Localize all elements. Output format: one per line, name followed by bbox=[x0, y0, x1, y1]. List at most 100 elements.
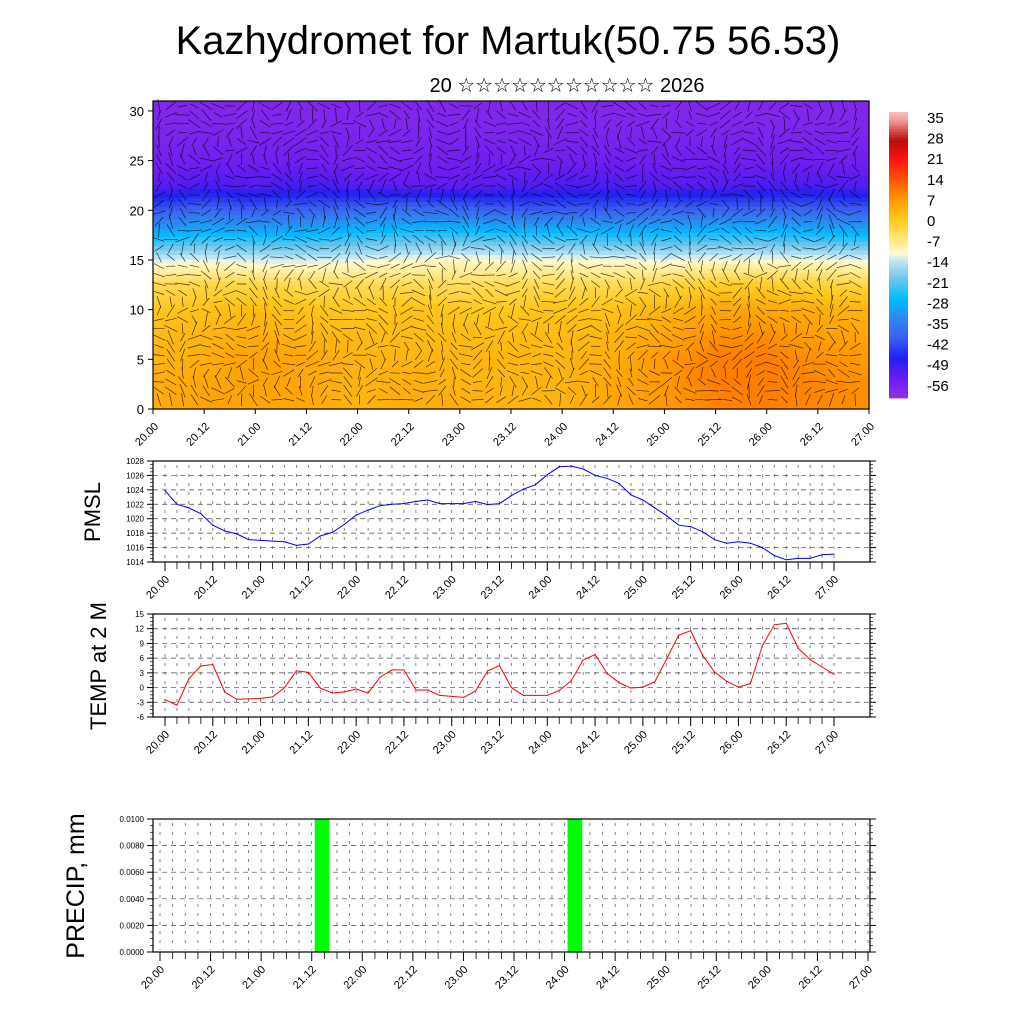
heatmap-cell bbox=[627, 268, 637, 274]
heatmap-cell bbox=[528, 277, 539, 282]
heatmap-cell bbox=[358, 206, 369, 212]
heatmap-cell bbox=[287, 118, 297, 124]
heatmap-cell bbox=[457, 193, 467, 199]
heatmap-cell bbox=[573, 356, 584, 362]
heatmap-cell bbox=[215, 351, 226, 357]
heatmap-cell bbox=[484, 303, 494, 309]
heatmap-cell bbox=[511, 189, 521, 194]
heatmap-cell bbox=[636, 250, 646, 256]
heatmap-cell bbox=[725, 101, 736, 106]
heatmap-cell bbox=[546, 153, 557, 159]
heatmap-cell bbox=[502, 369, 512, 375]
heatmap-cell bbox=[537, 351, 548, 357]
heatmap-cell bbox=[385, 162, 396, 168]
heatmap-cell bbox=[161, 303, 172, 309]
heatmap-cell bbox=[707, 299, 718, 304]
heatmap-cell bbox=[340, 290, 351, 296]
heatmap-cell bbox=[752, 131, 763, 137]
heatmap-cell bbox=[725, 149, 736, 155]
heatmap-cell bbox=[242, 162, 253, 168]
heatmap-cell bbox=[681, 136, 691, 142]
heatmap-cell bbox=[260, 123, 270, 128]
heatmap-cell bbox=[421, 215, 432, 221]
heatmap-cell bbox=[672, 391, 682, 397]
heatmap-cell bbox=[698, 145, 709, 150]
heatmap-cell bbox=[654, 299, 664, 304]
heatmap-cell bbox=[385, 118, 396, 124]
heatmap-cell bbox=[475, 382, 485, 388]
heatmap-cell bbox=[278, 378, 288, 384]
heatmap-cell bbox=[609, 299, 619, 304]
heatmap-cell bbox=[725, 294, 736, 300]
heatmap-cell bbox=[707, 321, 718, 326]
heatmap-cell bbox=[269, 140, 279, 146]
heatmap-cell bbox=[242, 303, 253, 309]
heatmap-cell bbox=[403, 263, 414, 269]
heatmap-cell bbox=[305, 382, 315, 388]
heatmap-cell bbox=[707, 167, 718, 172]
heatmap-cell bbox=[188, 219, 199, 225]
heatmap-cell bbox=[224, 404, 235, 410]
heatmap-cell bbox=[206, 171, 217, 177]
heatmap-cell bbox=[287, 114, 297, 120]
heatmap-cell bbox=[161, 382, 172, 388]
heatmap-cell bbox=[233, 228, 244, 234]
heatmap-cell bbox=[618, 303, 628, 309]
heatmap-cell bbox=[323, 197, 333, 203]
heatmap-cell bbox=[269, 145, 279, 150]
heatmap-cell bbox=[743, 365, 754, 370]
heatmap-cell bbox=[296, 145, 306, 150]
heatmap-cell bbox=[645, 387, 655, 392]
heatmap-cell bbox=[305, 136, 315, 142]
heatmap-cell bbox=[439, 294, 449, 300]
heatmap-cell bbox=[752, 281, 763, 287]
heatmap-cell bbox=[251, 329, 261, 335]
heatmap-cell bbox=[278, 365, 288, 370]
heatmap-cell bbox=[770, 351, 781, 357]
heatmap-cell bbox=[188, 184, 199, 190]
heatmap-cell bbox=[627, 307, 637, 313]
heatmap-cell bbox=[734, 356, 745, 362]
heatmap-cell bbox=[430, 215, 440, 221]
heatmap-cell bbox=[367, 382, 378, 388]
heatmap-cell bbox=[636, 140, 646, 146]
heatmap-cell bbox=[349, 105, 360, 111]
heatmap-cell bbox=[654, 259, 664, 265]
heatmap-cell bbox=[376, 303, 387, 309]
heatmap-cell bbox=[770, 167, 781, 172]
heatmap-cell bbox=[466, 109, 476, 115]
heatmap-cell bbox=[305, 237, 315, 243]
heatmap-cell bbox=[188, 101, 199, 106]
heatmap-cell bbox=[672, 303, 682, 309]
heatmap-cell bbox=[502, 285, 512, 291]
heatmap-cell bbox=[269, 241, 279, 247]
heatmap-cell bbox=[367, 259, 378, 265]
heatmap-cell bbox=[636, 237, 646, 243]
heatmap-cell bbox=[743, 211, 754, 216]
heatmap-cell bbox=[215, 365, 226, 370]
heatmap-cell bbox=[618, 140, 628, 146]
heatmap-cell bbox=[636, 373, 646, 379]
heatmap-cell bbox=[564, 356, 575, 362]
heatmap-cell bbox=[519, 387, 530, 392]
heatmap-cell bbox=[296, 171, 306, 177]
heatmap-cell bbox=[349, 303, 360, 309]
heatmap-cell bbox=[779, 294, 790, 300]
heatmap-cell bbox=[439, 272, 449, 278]
heatmap-cell bbox=[197, 105, 208, 111]
heatmap-cell bbox=[466, 307, 476, 313]
heatmap-cell bbox=[573, 123, 584, 128]
heatmap-cell bbox=[654, 215, 664, 221]
heatmap-cell bbox=[511, 334, 521, 340]
heatmap-cell bbox=[502, 334, 512, 340]
heatmap-cell bbox=[170, 325, 181, 331]
heatmap-cell bbox=[430, 404, 440, 410]
heatmap-cell bbox=[305, 294, 315, 300]
heatmap-cell bbox=[439, 365, 449, 370]
heatmap-cell bbox=[153, 263, 163, 269]
heatmap-cell bbox=[367, 285, 378, 291]
heatmap-cell bbox=[305, 321, 315, 326]
heatmap-cell bbox=[591, 303, 602, 309]
heatmap-cell bbox=[153, 184, 163, 190]
heatmap-cell bbox=[788, 140, 798, 146]
